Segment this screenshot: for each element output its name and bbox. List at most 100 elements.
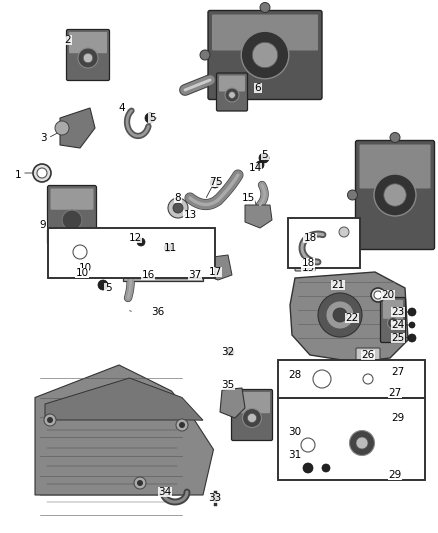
Polygon shape xyxy=(45,378,203,420)
Text: 30: 30 xyxy=(289,427,301,437)
Circle shape xyxy=(350,431,374,456)
Circle shape xyxy=(408,308,416,316)
Circle shape xyxy=(37,168,47,178)
Bar xyxy=(48,228,215,278)
Circle shape xyxy=(168,198,188,218)
Circle shape xyxy=(179,422,185,428)
Text: 15: 15 xyxy=(241,193,254,203)
Circle shape xyxy=(78,48,98,68)
Circle shape xyxy=(388,318,399,328)
Circle shape xyxy=(33,164,51,182)
Circle shape xyxy=(137,238,145,246)
Circle shape xyxy=(145,113,155,123)
Text: 2: 2 xyxy=(65,35,71,45)
Circle shape xyxy=(241,31,289,79)
Circle shape xyxy=(301,438,315,452)
Bar xyxy=(288,218,360,268)
Polygon shape xyxy=(60,108,95,148)
Text: 11: 11 xyxy=(163,243,177,253)
Text: 13: 13 xyxy=(184,210,197,220)
Bar xyxy=(288,218,360,268)
Circle shape xyxy=(211,493,219,501)
Polygon shape xyxy=(220,388,245,418)
Circle shape xyxy=(256,161,264,169)
Text: 10: 10 xyxy=(75,268,88,278)
FancyBboxPatch shape xyxy=(356,348,380,362)
Circle shape xyxy=(68,240,92,264)
Circle shape xyxy=(252,42,278,68)
Bar xyxy=(278,360,425,398)
FancyBboxPatch shape xyxy=(336,409,389,471)
Text: 34: 34 xyxy=(159,487,172,497)
Bar xyxy=(278,360,425,398)
Circle shape xyxy=(390,133,400,142)
Text: 37: 37 xyxy=(188,270,201,280)
Circle shape xyxy=(137,480,143,486)
Text: 19: 19 xyxy=(301,263,314,273)
FancyBboxPatch shape xyxy=(234,392,270,413)
Text: 5: 5 xyxy=(215,177,221,187)
Bar xyxy=(203,243,211,277)
Text: 18: 18 xyxy=(304,233,317,243)
Circle shape xyxy=(55,121,69,135)
Circle shape xyxy=(371,288,385,302)
Circle shape xyxy=(358,369,378,389)
Circle shape xyxy=(200,50,210,60)
Bar xyxy=(115,243,123,277)
Circle shape xyxy=(363,374,373,384)
Circle shape xyxy=(390,320,396,326)
Text: 6: 6 xyxy=(254,83,261,93)
Circle shape xyxy=(409,322,415,328)
FancyBboxPatch shape xyxy=(47,185,96,245)
Circle shape xyxy=(229,92,235,99)
Text: 3: 3 xyxy=(40,133,46,143)
Circle shape xyxy=(62,210,82,230)
Text: 25: 25 xyxy=(392,333,405,343)
Circle shape xyxy=(226,348,234,356)
Circle shape xyxy=(374,291,382,299)
Circle shape xyxy=(164,244,172,252)
Text: 26: 26 xyxy=(361,350,374,360)
Circle shape xyxy=(173,203,183,213)
Text: 9: 9 xyxy=(40,220,46,230)
FancyBboxPatch shape xyxy=(360,144,431,189)
FancyBboxPatch shape xyxy=(232,390,272,440)
Text: 10: 10 xyxy=(78,263,92,273)
Circle shape xyxy=(134,477,146,489)
Circle shape xyxy=(243,408,261,427)
Bar xyxy=(48,228,215,278)
Text: 22: 22 xyxy=(346,313,359,323)
Text: 5: 5 xyxy=(148,113,155,123)
Text: 4: 4 xyxy=(119,103,125,113)
Text: 14: 14 xyxy=(248,163,261,173)
FancyBboxPatch shape xyxy=(216,73,247,111)
Circle shape xyxy=(225,88,239,102)
Circle shape xyxy=(313,370,331,388)
Polygon shape xyxy=(290,272,408,362)
Circle shape xyxy=(83,53,93,63)
Text: 5: 5 xyxy=(105,283,111,293)
Text: 27: 27 xyxy=(392,367,405,377)
Circle shape xyxy=(47,417,53,423)
Circle shape xyxy=(259,153,269,163)
Text: 28: 28 xyxy=(288,370,302,380)
Bar xyxy=(123,239,203,281)
Text: 7: 7 xyxy=(208,177,215,187)
Circle shape xyxy=(356,437,368,449)
Polygon shape xyxy=(245,205,272,228)
Circle shape xyxy=(333,308,347,322)
Circle shape xyxy=(318,293,362,337)
FancyBboxPatch shape xyxy=(295,259,315,271)
FancyBboxPatch shape xyxy=(381,297,406,343)
FancyBboxPatch shape xyxy=(212,14,318,51)
Circle shape xyxy=(44,414,56,426)
Circle shape xyxy=(98,280,108,290)
Circle shape xyxy=(303,463,313,473)
FancyBboxPatch shape xyxy=(69,32,107,53)
Circle shape xyxy=(326,301,354,329)
FancyBboxPatch shape xyxy=(338,412,386,437)
Circle shape xyxy=(296,433,320,457)
Text: 1: 1 xyxy=(15,170,21,180)
Polygon shape xyxy=(35,365,213,495)
Circle shape xyxy=(73,245,87,259)
